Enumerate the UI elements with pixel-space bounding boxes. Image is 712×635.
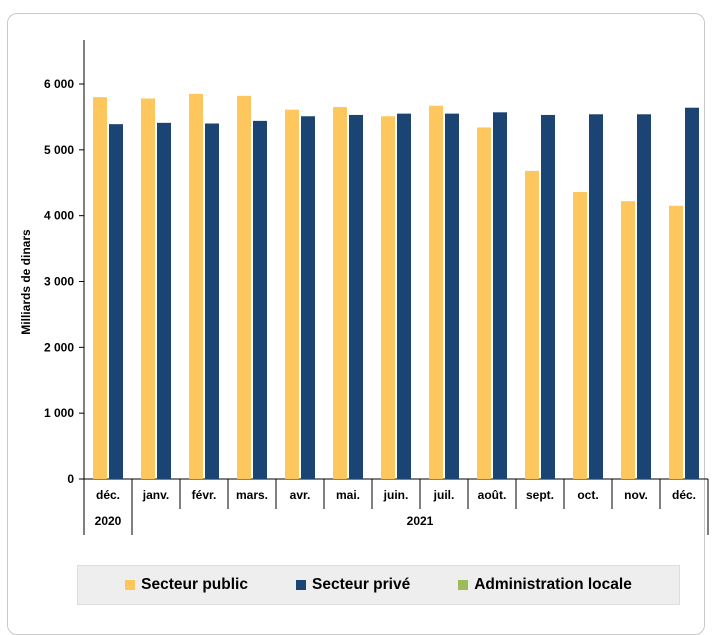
bar-secteur-public <box>93 97 107 480</box>
x-tick-label: avr. <box>290 488 311 502</box>
legend-label-administration-locale: Administration locale <box>474 576 632 593</box>
bar-secteur-public <box>333 107 347 480</box>
x-tick-label: déc. <box>96 488 120 502</box>
x-tick-label: juil. <box>433 488 455 502</box>
x-tick-label: janv. <box>142 488 169 502</box>
bar-secteur-prive <box>205 123 219 479</box>
bar-secteur-public <box>381 116 395 479</box>
chart-plot: 0 1 000 2 000 3 000 4 000 5 000 6 000 déc. janv.… <box>19 40 709 535</box>
bar-secteur-prive <box>445 113 459 479</box>
x-year-label: 2020 <box>95 514 122 528</box>
bar-secteur-prive <box>685 107 699 479</box>
bar-secteur-prive <box>157 122 171 479</box>
legend-item-secteur-public: Secteur public <box>125 576 248 594</box>
legend-label-secteur-prive: Secteur privé <box>311 576 411 593</box>
x-tick-label: mai. <box>336 488 360 502</box>
bar-secteur-prive <box>349 114 363 480</box>
y-tick-label: 6 000 <box>44 77 74 91</box>
x-tick-label: nov. <box>624 488 648 502</box>
legend-swatch-administration-locale <box>458 580 469 590</box>
bar-secteur-public <box>189 93 203 479</box>
x-year-label: 2021 <box>407 514 434 528</box>
bar-secteur-prive <box>301 116 315 479</box>
bars-layer <box>93 93 699 480</box>
bar-secteur-public <box>573 191 587 479</box>
y-tick-label: 4 000 <box>44 209 74 223</box>
bar-secteur-public <box>525 170 539 479</box>
x-tick-label: déc. <box>672 488 696 502</box>
legend-swatch-secteur-public <box>125 580 136 590</box>
bar-secteur-prive <box>637 114 651 480</box>
legend-label-secteur-public: Secteur public <box>141 576 248 593</box>
legend-item-administration-locale: Administration locale <box>458 576 632 594</box>
y-tick-label: 2 000 <box>44 340 74 354</box>
bar-secteur-public <box>621 201 635 479</box>
x-tick-label: juin. <box>383 488 409 502</box>
legend-swatch-secteur-prive <box>295 580 306 590</box>
bar-secteur-public <box>669 205 683 479</box>
y-axis-label: Milliards de dinars <box>19 229 33 335</box>
y-tick-label: 3 000 <box>44 275 74 289</box>
bar-secteur-prive <box>253 120 267 479</box>
x-tick-label: févr. <box>192 488 217 502</box>
bar-secteur-prive <box>541 114 555 480</box>
x-tick-label: sept. <box>526 488 554 502</box>
bar-secteur-public <box>429 105 443 479</box>
y-tick-label: 1 000 <box>44 406 74 420</box>
legend-item-secteur-prive: Secteur privé <box>295 576 411 594</box>
bar-secteur-public <box>237 95 251 479</box>
bar-secteur-prive <box>589 114 603 480</box>
axes-layer: 0 1 000 2 000 3 000 4 000 5 000 6 000 déc. janv.… <box>44 40 709 535</box>
chart-legend: Secteur public Secteur privé Administrat… <box>77 565 680 605</box>
bar-secteur-public <box>141 98 155 479</box>
bar-secteur-prive <box>109 124 123 480</box>
bar-secteur-prive <box>397 113 411 479</box>
y-tick-label: 5 000 <box>44 143 74 157</box>
bar-secteur-public <box>477 127 491 479</box>
x-tick-label: août. <box>478 488 507 502</box>
bar-secteur-public <box>285 109 299 480</box>
x-tick-label: mars. <box>236 488 268 502</box>
y-tick-label: 0 <box>67 472 74 486</box>
x-tick-label: oct. <box>577 488 598 502</box>
bar-secteur-prive <box>493 112 507 479</box>
